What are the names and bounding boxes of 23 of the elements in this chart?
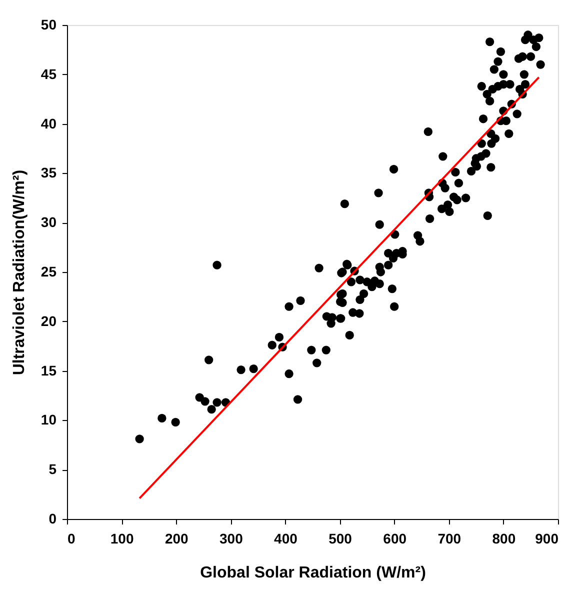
x-tick-label: 900	[535, 530, 559, 546]
x-axis-title: Global Solar Radiation (W/m²)	[200, 564, 426, 582]
y-tick-label: 35	[40, 164, 57, 181]
x-tick-label: 0	[68, 530, 76, 546]
y-tick-label: 20	[40, 312, 57, 329]
y-tick-label: 10	[40, 412, 57, 428]
x-tick-label: 600	[383, 530, 407, 546]
x-tick-label: 500	[328, 530, 352, 546]
y-tick-label: 50	[40, 16, 57, 32]
y-tick-label: 25	[40, 264, 57, 280]
y-tick-label: 0	[48, 510, 57, 526]
y-tick-label: 40	[40, 115, 57, 132]
y-axis-title: Ultraviolet Radiation(W/m²)	[10, 170, 28, 376]
y-tick-label: 30	[40, 214, 57, 230]
x-tick-label: 400	[274, 530, 298, 546]
x-tick-label: 700	[438, 530, 462, 546]
y-tick-label: 45	[40, 66, 57, 82]
y-tick-label: 15	[40, 362, 57, 378]
y-tick-label: 5	[48, 461, 57, 478]
x-tick-label: 300	[219, 530, 244, 546]
x-tick-label: 100	[110, 530, 134, 546]
x-tick-label: 800	[492, 530, 516, 546]
x-tick-label: 200	[164, 530, 189, 546]
